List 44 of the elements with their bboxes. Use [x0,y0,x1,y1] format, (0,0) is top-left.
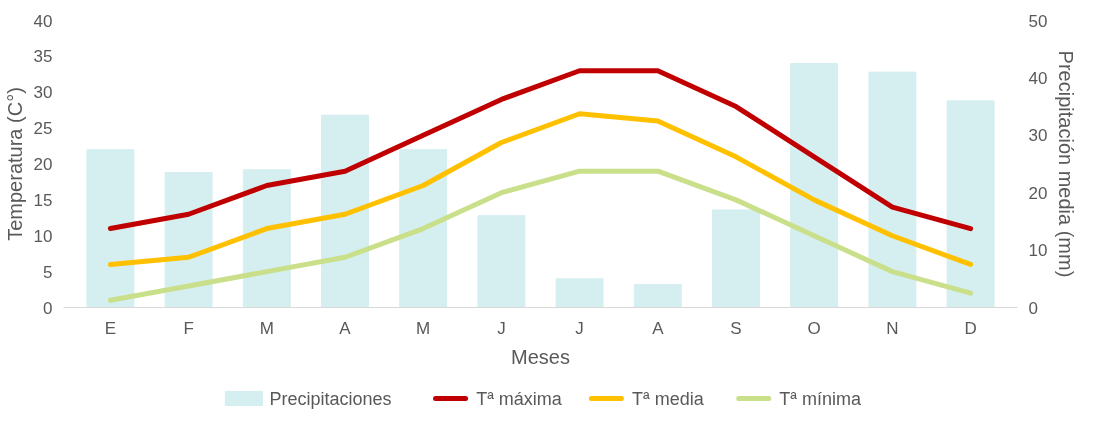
x-tick-label: S [730,318,742,338]
bar [86,149,135,308]
y2-tick-label: 0 [1028,298,1038,318]
y-tick-label: 35 [33,47,53,67]
bar [868,71,917,308]
y2-axis-title: Precipitación media (mm) [1055,50,1078,278]
x-tick-label: J [497,318,506,338]
y2-tick-label: 50 [1028,11,1048,31]
legend-label: Tª máxima [476,388,563,409]
x-tick-label: O [807,318,821,338]
x-tick-label: E [104,318,117,338]
x-tick-label: N [886,318,899,338]
bar [946,100,995,308]
x-tick-label: J [575,318,584,338]
bar [555,278,604,308]
x-tick-label: M [416,318,431,338]
y-axis-title: Temperatura (C°) [3,87,26,241]
x-tick-label: A [339,318,352,338]
bar [633,284,682,308]
y2-tick-label: 40 [1028,68,1048,88]
x-tick-label: M [259,318,274,338]
y-tick-label: 10 [33,226,53,246]
legend-label: Tª media [632,388,705,409]
x-tick-label: A [652,318,665,338]
bar [321,114,369,308]
y2-tick-label: 30 [1028,126,1048,146]
x-tick-label: D [964,318,977,338]
bar [790,63,839,308]
y-tick-label: 30 [33,83,53,103]
y2-tick-label: 10 [1028,241,1048,261]
y-tick-label: 20 [33,155,53,174]
y-tick-label: 25 [33,119,53,139]
legend-label: Tª mínima [779,388,863,409]
bar [712,209,760,308]
legend-label: Precipitaciones [269,388,392,409]
x-tick-label: F [183,318,194,338]
y-tick-label: 0 [43,298,53,318]
x-axis-title: Meses [511,345,570,368]
bar [399,149,448,308]
y-tick-label: 40 [33,11,53,31]
y-tick-label: 5 [43,262,53,282]
bar [477,215,526,308]
y2-tick-label: 20 [1028,183,1048,203]
y-tick-label: 15 [33,190,53,210]
